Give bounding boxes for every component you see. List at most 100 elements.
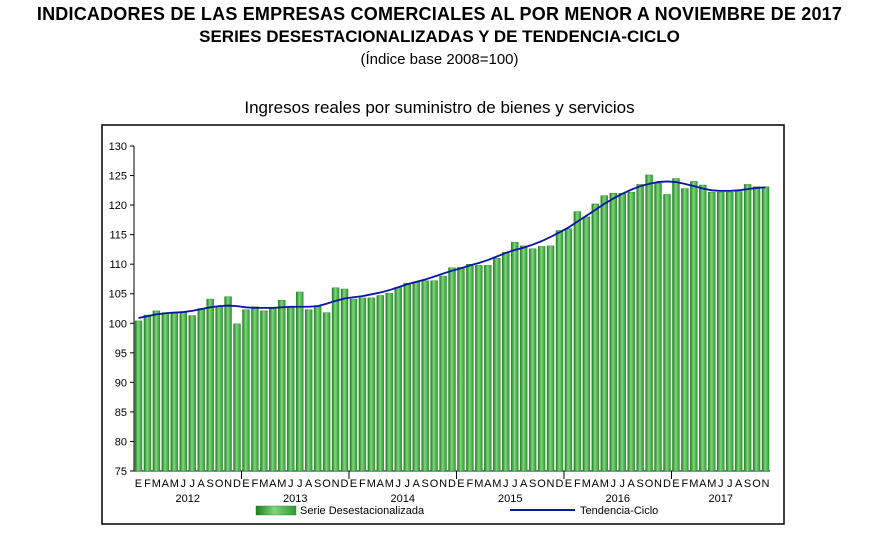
x-tick-label: E	[672, 478, 679, 490]
bar	[134, 320, 143, 472]
legend-label-trend: Tendencia-Ciclo	[580, 505, 658, 517]
bar	[725, 191, 734, 472]
bar	[752, 186, 761, 472]
bar	[546, 245, 555, 472]
bar	[743, 184, 752, 472]
x-tick-label: A	[412, 478, 420, 490]
bar	[708, 191, 716, 472]
x-tick-label: N	[654, 478, 662, 490]
bar	[511, 242, 519, 472]
year-label: 2012	[176, 493, 200, 505]
year-label: 2016	[605, 493, 629, 505]
x-tick-label: O	[537, 478, 546, 490]
x-tick-label: A	[484, 478, 492, 490]
x-tick-label: E	[350, 478, 357, 490]
x-tick-label: A	[520, 478, 528, 490]
x-tick-label: M	[259, 478, 268, 490]
bar	[457, 266, 465, 472]
x-tick-label: J	[396, 478, 402, 490]
x-tick-label: F	[144, 478, 151, 490]
trend-line	[138, 180, 766, 319]
x-tick-label: J	[503, 478, 509, 490]
x-tick-label: A	[699, 478, 707, 490]
x-tick-label: N	[224, 478, 232, 490]
bar	[699, 184, 707, 472]
x-tick-label: N	[332, 478, 340, 490]
bar	[233, 323, 241, 472]
x-tick-label: F	[252, 478, 259, 490]
bar	[313, 305, 322, 472]
x-tick-label: J	[288, 478, 294, 490]
bar	[403, 282, 411, 472]
bar	[224, 296, 232, 472]
x-tick-label: S	[529, 478, 536, 490]
bar	[475, 265, 483, 472]
x-tick-label: A	[269, 478, 277, 490]
bar	[206, 298, 214, 472]
bar	[448, 267, 456, 472]
bar	[761, 186, 770, 472]
year-label: 2013	[283, 493, 307, 505]
bar	[618, 193, 626, 472]
bar	[304, 309, 313, 472]
bar	[484, 265, 492, 472]
bar	[260, 310, 268, 472]
bar	[537, 246, 546, 472]
page-title: INDICADORES DE LAS EMPRESAS COMERCIALES …	[36, 4, 843, 24]
x-tick-label: O	[215, 478, 224, 490]
x-tick-label: M	[492, 478, 501, 490]
bar	[179, 311, 187, 472]
bar	[528, 248, 537, 472]
bar	[466, 263, 474, 472]
bar	[672, 178, 680, 472]
bar	[681, 188, 689, 472]
bar	[412, 281, 420, 472]
bar	[394, 287, 402, 472]
bar	[152, 310, 161, 472]
bar	[439, 275, 447, 472]
x-tick-label: A	[377, 478, 385, 490]
y-tick-label: 115	[109, 230, 127, 242]
x-tick-label: S	[636, 478, 643, 490]
x-tick-label: J	[297, 478, 303, 490]
bar	[251, 306, 259, 472]
x-tick-label: O	[430, 478, 439, 490]
bar	[358, 297, 367, 472]
x-tick-label: M	[385, 478, 394, 490]
x-tick-label: A	[198, 478, 206, 490]
x-tick-label: M	[170, 478, 179, 490]
bar	[654, 183, 662, 472]
index-base-note: (Índice base 2008=100)	[360, 51, 519, 68]
bar	[573, 211, 582, 472]
y-tick-label: 100	[109, 318, 127, 330]
legend-label-series: Serie Desestacionalizada	[300, 505, 425, 517]
year-label: 2014	[390, 493, 414, 505]
bar	[349, 298, 358, 472]
x-tick-label: M	[600, 478, 609, 490]
x-tick-label: M	[707, 478, 716, 490]
bar	[242, 309, 250, 472]
bar	[627, 191, 635, 472]
bar	[609, 193, 617, 472]
x-tick-label: F	[467, 478, 474, 490]
bar	[170, 311, 179, 472]
bar	[385, 292, 393, 472]
x-tick-label: S	[421, 478, 428, 490]
bar	[287, 307, 295, 472]
x-tick-label: N	[762, 478, 770, 490]
bar	[663, 194, 671, 472]
x-tick-label: E	[565, 478, 572, 490]
x-tick-label: D	[233, 478, 241, 490]
bar	[322, 312, 331, 472]
y-tick-label: 85	[115, 407, 127, 419]
bar	[600, 195, 608, 472]
bar	[636, 184, 644, 472]
bar	[367, 297, 376, 472]
x-tick-label: M	[474, 478, 483, 490]
x-tick-label: E	[242, 478, 249, 490]
y-tick-label: 110	[109, 259, 127, 271]
x-tick-label: D	[341, 478, 349, 490]
bar	[188, 315, 196, 472]
x-tick-label: S	[206, 478, 213, 490]
